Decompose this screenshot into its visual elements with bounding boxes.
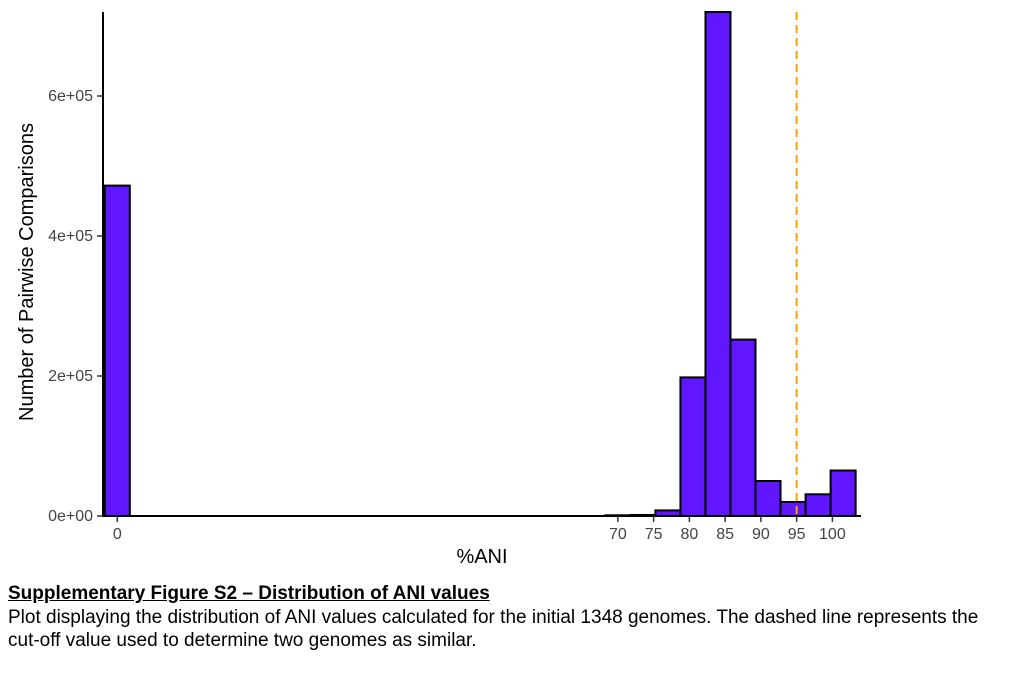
x-axis-title: %ANI: [456, 546, 507, 568]
x-tick-label: 80: [680, 526, 698, 543]
figure-caption: Supplementary Figure S2 – Distribution o…: [8, 582, 1013, 652]
histogram-bars: [103, 11, 857, 518]
y-tick-label: 0e+00: [48, 508, 93, 525]
y-tick-label: 6e+05: [48, 88, 93, 105]
x-tick-label: 95: [788, 526, 806, 543]
caption-body: Plot displaying the distribution of ANI …: [8, 607, 979, 651]
ani-histogram: 0e+00 2e+05 4e+05 6e+05 0 70 75 80 85 90 95 100 %A…: [16, 11, 861, 568]
y-tick-label: 4e+05: [48, 228, 93, 245]
x-ticks: 0 70 75 80 85 90 95 100: [113, 516, 846, 543]
x-tick-label: 0: [113, 526, 122, 543]
histogram-bar: [679, 376, 707, 517]
x-tick-label: 70: [609, 526, 627, 543]
x-tick-label: 75: [645, 526, 663, 543]
histogram-bar: [704, 11, 732, 517]
y-tick-label: 2e+05: [48, 368, 93, 385]
histogram-bar: [829, 469, 857, 517]
x-tick-label: 85: [716, 526, 734, 543]
histogram-bar: [729, 338, 757, 517]
histogram-bar: [754, 480, 782, 517]
y-axis-title: Number of Pairwise Comparisons: [16, 123, 38, 421]
histogram-bar: [103, 184, 131, 517]
histogram-bar: [779, 501, 807, 517]
y-ticks: 0e+00 2e+05 4e+05 6e+05: [48, 88, 103, 525]
x-tick-label: 90: [752, 526, 770, 543]
x-tick-label: 100: [819, 526, 846, 543]
histogram-bar: [804, 493, 832, 517]
caption-title: Supplementary Figure S2 – Distribution o…: [8, 583, 490, 604]
